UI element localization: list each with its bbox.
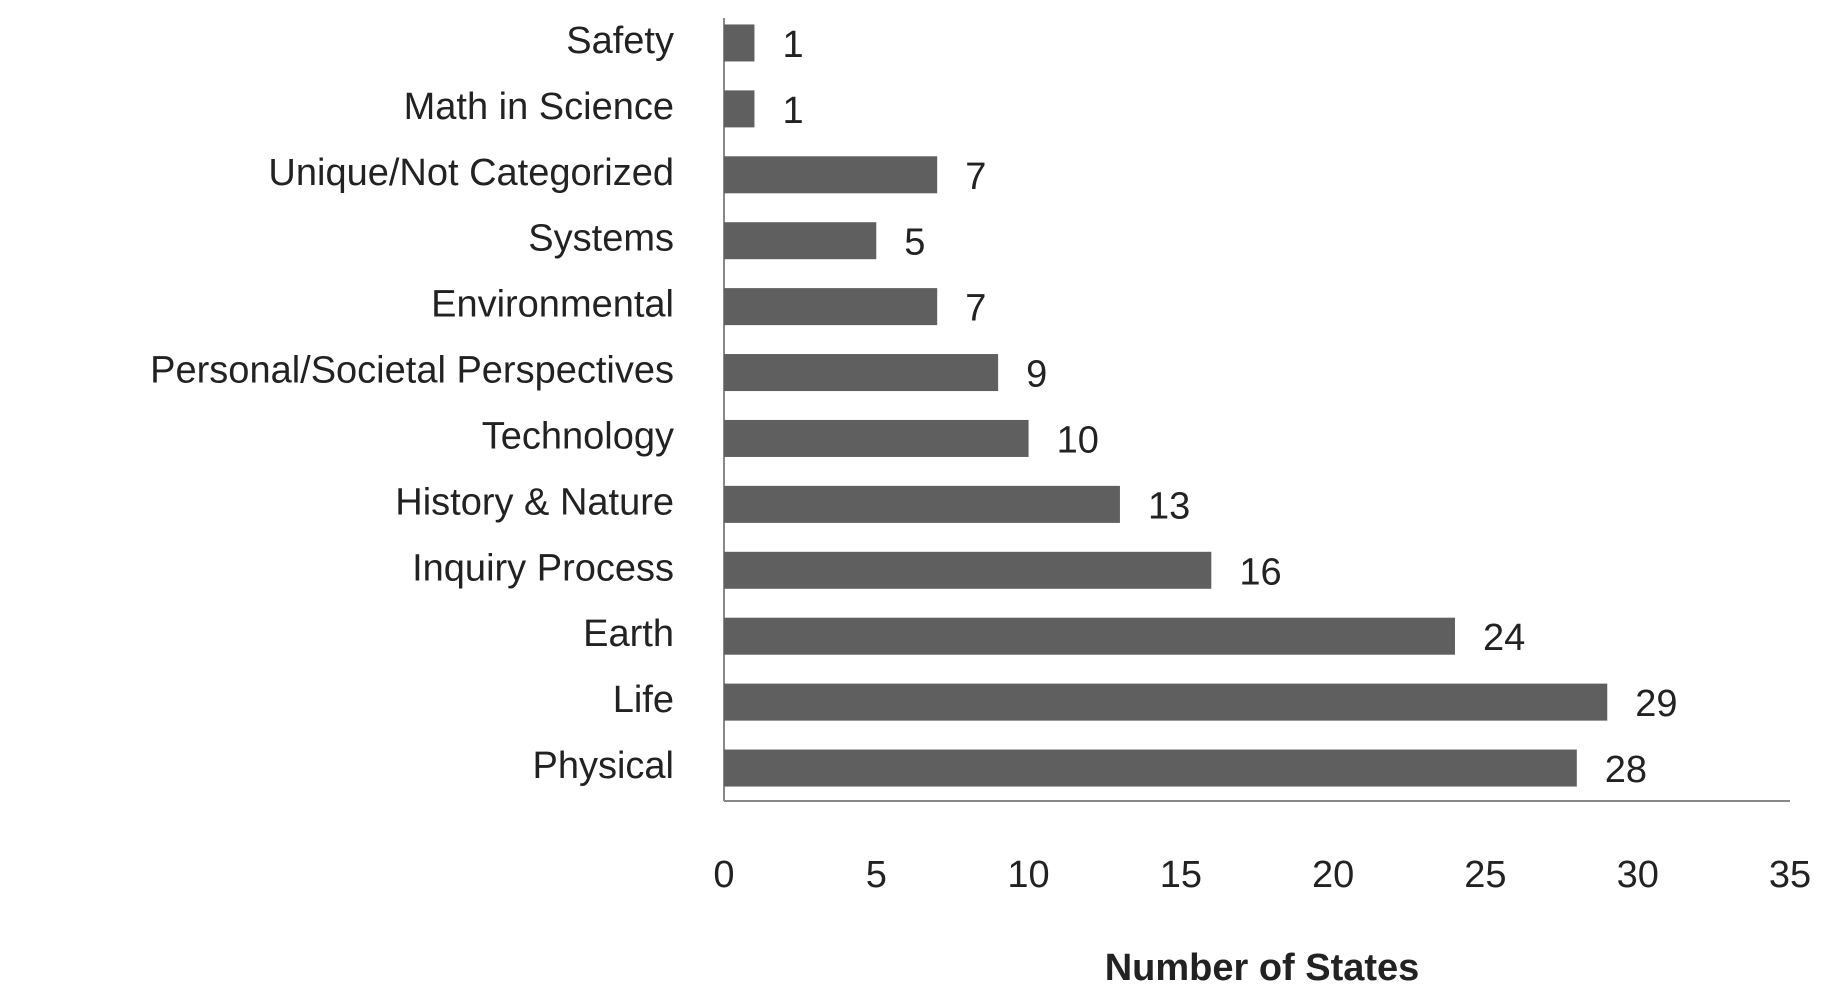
data-label: 1 <box>782 24 803 66</box>
data-label: 5 <box>904 222 925 264</box>
x-tick-label: 30 <box>1617 854 1659 896</box>
y-tick-label: Technology <box>482 415 674 457</box>
y-tick-label: Physical <box>533 745 675 787</box>
data-label: 24 <box>1483 617 1525 659</box>
bar <box>724 354 999 392</box>
data-label: 29 <box>1635 683 1677 725</box>
y-tick-label: Personal/Societal Perspectives <box>150 350 674 392</box>
bar <box>724 617 1455 655</box>
data-label: 28 <box>1605 749 1647 791</box>
y-tick-label: Life <box>613 679 674 721</box>
x-tick-label: 25 <box>1464 854 1506 896</box>
bar <box>724 551 1212 589</box>
data-label: 7 <box>965 156 986 198</box>
bar <box>724 24 755 62</box>
data-label: 9 <box>1026 354 1047 396</box>
y-tick-label: Math in Science <box>404 86 674 128</box>
y-tick-label: Unique/Not Categorized <box>268 152 674 194</box>
x-tick-label: 10 <box>1007 854 1049 896</box>
x-tick-label: 35 <box>1769 854 1811 896</box>
x-tick-label: 15 <box>1160 854 1202 896</box>
y-tick-label: Earth <box>583 613 674 655</box>
data-label: 1 <box>782 90 803 132</box>
y-tick-label: Inquiry Process <box>412 547 674 589</box>
y-tick-label: Systems <box>528 218 674 260</box>
y-tick-label: Safety <box>566 20 674 62</box>
bar <box>724 485 1120 523</box>
x-axis-label: Number of States <box>1105 947 1420 987</box>
bar <box>724 288 938 326</box>
y-tick-label: Environmental <box>431 284 674 326</box>
x-tick-label: 0 <box>713 854 734 896</box>
bar <box>724 419 1029 457</box>
bar <box>724 749 1577 787</box>
data-label: 16 <box>1239 551 1281 593</box>
data-label: 7 <box>965 288 986 330</box>
data-label: 13 <box>1148 485 1190 527</box>
bar <box>724 90 755 128</box>
x-tick-label: 5 <box>866 854 887 896</box>
y-tick-label: History & Nature <box>395 481 674 523</box>
bar <box>724 222 877 260</box>
data-label: 10 <box>1057 419 1099 461</box>
bar <box>724 683 1608 721</box>
bar <box>724 156 938 194</box>
x-tick-label: 20 <box>1312 854 1354 896</box>
